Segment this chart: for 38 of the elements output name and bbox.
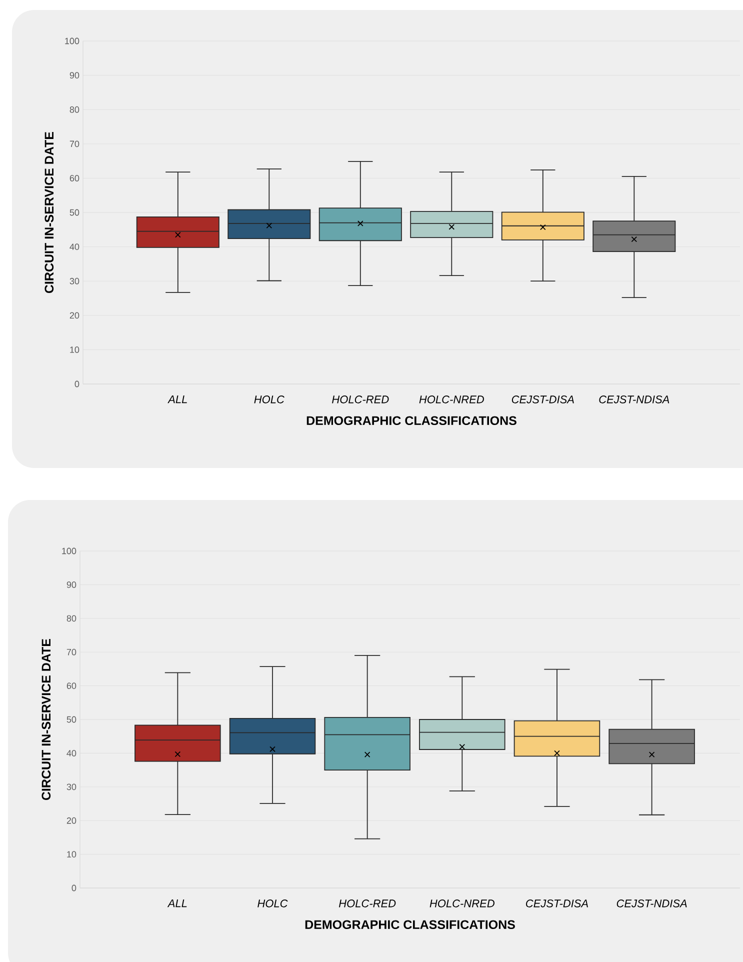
y-axis-title: CIRCUIT IN-SERVICE DATE (44, 132, 54, 294)
y-tick-label: 0 (74, 380, 80, 388)
y-tick-label: 100 (62, 548, 76, 554)
x-tick-label: HOLC-RED (332, 396, 389, 404)
x-tick-label: ALL (168, 396, 187, 404)
y-tick-label: 50 (66, 716, 76, 723)
x-tick-label: ALL (167, 900, 187, 908)
x-tick-label: HOLC (258, 900, 288, 908)
x-tick-label: CEJST-DISA (512, 396, 574, 404)
y-tick-label: 10 (67, 851, 76, 858)
x-tick-label: HOLC-RED (338, 900, 396, 908)
y-tick-label: 80 (70, 106, 80, 113)
x-tick-label: CEJST-NDISA (599, 396, 670, 404)
y-tick-label: 0 (72, 884, 76, 892)
y-tick-label: 20 (70, 312, 80, 319)
x-tick-label: CEJST-DISA (526, 900, 588, 908)
y-tick-label: 10 (70, 346, 80, 353)
y-tick-label: 70 (70, 140, 80, 148)
y-axis-title: CIRCUIT IN-SERVICE DATE (42, 638, 51, 800)
y-tick-label: 40 (66, 750, 76, 756)
y-tick-label: 90 (66, 582, 76, 588)
y-tick-label: 100 (65, 38, 80, 44)
x-tick-label: CEJST-NDISA (616, 900, 687, 908)
y-tick-label: 90 (70, 72, 80, 78)
y-tick-label: 20 (66, 817, 76, 824)
x-tick-label: HOLC-NRED (430, 900, 494, 908)
x-axis-title: DEMOGRAPHIC CLASSIFICATIONS (305, 920, 515, 930)
y-tick-label: 40 (70, 244, 80, 250)
y-tick-label: 30 (70, 278, 80, 284)
x-axis-title: DEMOGRAPHIC CLASSIFICATIONS (306, 416, 516, 426)
y-tick-label: 80 (66, 615, 76, 622)
y-tick-label: 60 (66, 682, 76, 689)
y-tick-label: 50 (70, 209, 80, 216)
y-tick-label: 30 (66, 784, 76, 790)
y-tick-label: 70 (66, 648, 76, 656)
y-tick-label: 60 (70, 175, 80, 182)
x-tick-label: HOLC (254, 396, 284, 404)
x-tick-label: HOLC-NRED (419, 396, 484, 404)
